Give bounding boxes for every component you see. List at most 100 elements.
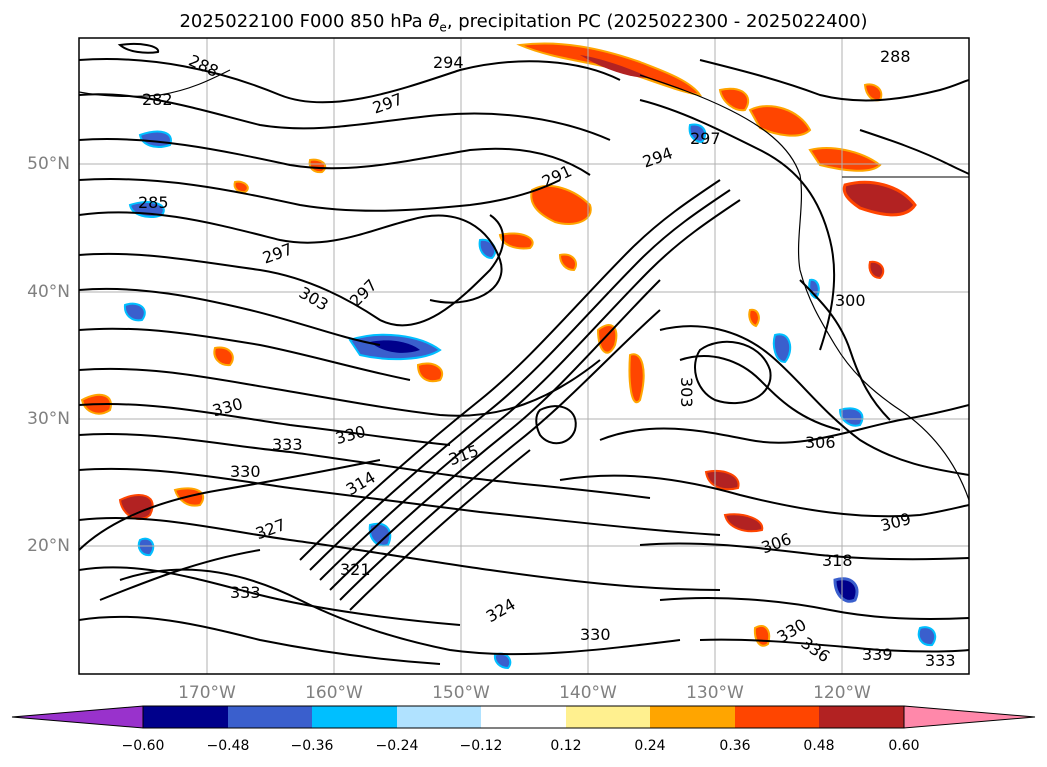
contour-label: 321: [340, 560, 371, 579]
contour-label: 285: [138, 193, 169, 212]
contour-line: [79, 615, 441, 665]
contour-line: [299, 179, 721, 561]
contour-label: 339: [862, 645, 893, 664]
precip-blob: [308, 158, 327, 174]
contour-line: [79, 517, 721, 591]
contour-line: [79, 287, 381, 346]
colorbar-segment: [228, 706, 312, 728]
colorbar-outline: [142, 705, 905, 729]
precip-blob: [753, 625, 771, 647]
precip-blob: [530, 185, 592, 225]
contour-label: 306: [805, 433, 836, 452]
colorbar-tick: 0.48: [803, 738, 835, 754]
contour-line: [694, 340, 772, 405]
colorbar-segment: [566, 706, 650, 728]
precip-blob: [808, 147, 882, 172]
colorbar-low-extend: [11, 705, 144, 729]
precip-blob: [688, 123, 707, 144]
contour-line: [559, 474, 969, 518]
precip-blob: [233, 180, 249, 194]
contour-line: [117, 42, 159, 54]
colorbar-tick: −0.24: [375, 738, 419, 754]
lon-label-150w: 150°W: [432, 683, 490, 703]
contour-line: [79, 566, 461, 626]
colorbar-tick: 0.12: [550, 738, 582, 754]
map-frame: [78, 37, 970, 675]
contour-line: [79, 178, 561, 212]
colorbar-segment: [481, 706, 566, 728]
precip-shading: [80, 42, 937, 670]
precip-blob: [748, 308, 760, 328]
contour-line: [309, 189, 731, 571]
colorbar-segment: [312, 706, 397, 728]
precip-blob: [493, 652, 512, 670]
precip-blob: [370, 340, 420, 353]
contour-line: [329, 279, 661, 591]
contour-label: 324: [483, 594, 519, 626]
precip-blob: [138, 130, 172, 148]
contour-line: [349, 449, 531, 611]
contour-label: 297: [370, 89, 405, 117]
contour-line: [339, 309, 661, 601]
contour-line: [79, 214, 505, 327]
contour-line: [79, 211, 503, 304]
contour-line: [799, 279, 891, 421]
contour-line: [79, 138, 591, 176]
precip-blob: [368, 522, 392, 547]
contour-line: [79, 467, 721, 536]
precip-blob: [863, 83, 883, 102]
lon-label-120w: 120°W: [813, 683, 871, 703]
precip-blob: [748, 105, 812, 137]
precip-blob: [416, 362, 443, 383]
colorbar-high-extend: [903, 705, 1036, 729]
contour-line: [119, 568, 681, 656]
precip-blob: [558, 253, 578, 272]
precip-blob: [213, 346, 234, 367]
contour-line: [679, 355, 841, 431]
contour-line: [319, 199, 741, 581]
coastline: [79, 69, 231, 98]
coastline: [639, 74, 969, 501]
lat-label-30n: 30°N: [27, 409, 70, 429]
contour-line: [699, 59, 969, 102]
contour-label: 294: [433, 53, 464, 72]
lat-label-40n: 40°N: [27, 282, 70, 302]
precip-blob: [137, 537, 155, 557]
precip-blob: [596, 324, 618, 354]
contour-line: [79, 93, 611, 141]
precip-blob: [628, 353, 645, 404]
contour-line: [639, 542, 969, 561]
contour-label: 294: [640, 143, 675, 171]
contour-labels: 288 282 294 297 291 294 297 285 297 297 …: [138, 47, 956, 670]
precip-blob: [478, 238, 497, 260]
colorbar-segment: [819, 706, 904, 728]
contour-label: 306: [759, 529, 794, 557]
precip-blob: [842, 180, 917, 217]
contour-label: 330: [333, 422, 367, 448]
colorbar-tick: 0.60: [888, 738, 920, 754]
precip-blob: [123, 302, 146, 322]
map-title: 2025022100 F000 850 hPa θe, precipitatio…: [179, 11, 868, 35]
colorbar-tick: −0.48: [206, 738, 250, 754]
colorbar-tick: −0.60: [121, 738, 165, 754]
colorbar-tick: 0.24: [634, 738, 666, 754]
lat-label-50n: 50°N: [27, 154, 70, 174]
colorbar: [11, 705, 1036, 729]
contour-label: 288: [880, 47, 911, 66]
contour-line: [599, 404, 969, 444]
contour-label: 297: [346, 275, 381, 310]
contour-line: [659, 597, 969, 621]
contour-line: [79, 58, 621, 104]
precip-blob: [516, 42, 703, 97]
contour-label: 330: [580, 625, 611, 644]
contour-label: 309: [879, 509, 913, 535]
precip-blob: [838, 407, 864, 427]
lon-label-140w: 140°W: [559, 683, 617, 703]
contour-line: [79, 403, 451, 446]
contour-label: 303: [677, 377, 696, 408]
contour-line: [79, 327, 411, 381]
contour-line: [99, 549, 261, 601]
contour-line: [859, 129, 969, 175]
colorbar-tick: −0.36: [290, 738, 334, 754]
contour-line: [659, 325, 969, 476]
